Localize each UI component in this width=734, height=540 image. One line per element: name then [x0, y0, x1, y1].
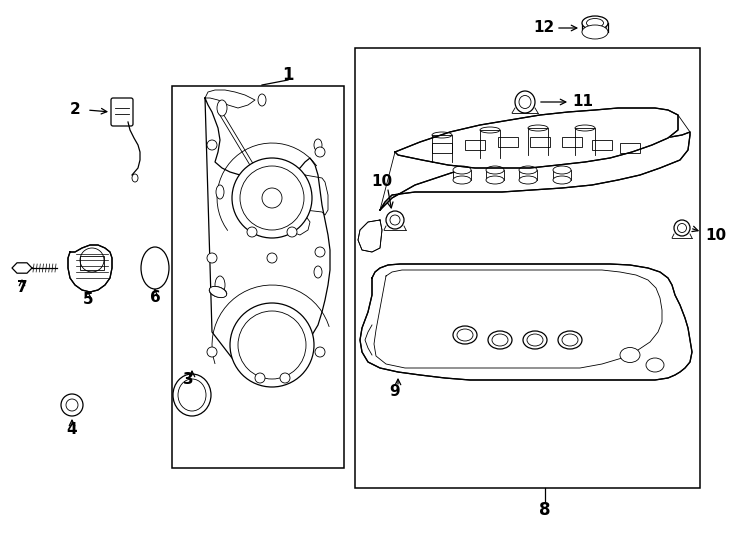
Ellipse shape: [582, 25, 608, 39]
Ellipse shape: [562, 334, 578, 346]
Text: 12: 12: [534, 21, 555, 36]
Ellipse shape: [488, 331, 512, 349]
Circle shape: [207, 347, 217, 357]
Text: 4: 4: [67, 422, 77, 437]
Polygon shape: [380, 132, 690, 210]
Ellipse shape: [386, 211, 404, 229]
Bar: [530, 137, 550, 147]
Ellipse shape: [178, 379, 206, 411]
Ellipse shape: [453, 166, 471, 174]
Bar: [355, 48, 700, 488]
Circle shape: [240, 166, 304, 230]
Ellipse shape: [527, 334, 543, 346]
Circle shape: [315, 147, 325, 157]
Ellipse shape: [519, 166, 537, 174]
Ellipse shape: [677, 224, 686, 233]
Ellipse shape: [586, 18, 603, 28]
Circle shape: [280, 373, 290, 383]
Circle shape: [238, 311, 306, 379]
Bar: [432, 143, 452, 153]
Ellipse shape: [209, 286, 227, 298]
Ellipse shape: [314, 139, 322, 151]
Ellipse shape: [209, 287, 227, 298]
Text: 9: 9: [390, 384, 400, 400]
Ellipse shape: [553, 166, 571, 174]
Polygon shape: [12, 263, 32, 273]
Ellipse shape: [523, 331, 547, 349]
Ellipse shape: [215, 276, 225, 294]
Ellipse shape: [457, 329, 473, 341]
Ellipse shape: [453, 326, 477, 344]
Text: 10: 10: [371, 174, 393, 190]
Ellipse shape: [480, 127, 500, 133]
Text: 11: 11: [572, 94, 593, 110]
Ellipse shape: [432, 132, 452, 138]
Bar: [592, 140, 612, 150]
Ellipse shape: [314, 266, 322, 278]
Circle shape: [230, 303, 314, 387]
Text: 2: 2: [70, 103, 81, 118]
Ellipse shape: [519, 96, 531, 109]
Ellipse shape: [216, 185, 224, 199]
Circle shape: [255, 373, 265, 383]
Circle shape: [80, 248, 104, 272]
Ellipse shape: [66, 399, 78, 411]
Circle shape: [207, 140, 217, 150]
Ellipse shape: [486, 176, 504, 184]
Ellipse shape: [390, 215, 400, 225]
Bar: [498, 137, 518, 147]
Ellipse shape: [553, 176, 571, 184]
Ellipse shape: [132, 174, 138, 182]
Polygon shape: [360, 264, 692, 380]
Ellipse shape: [620, 348, 640, 362]
Ellipse shape: [646, 358, 664, 372]
Ellipse shape: [141, 247, 169, 289]
Ellipse shape: [528, 125, 548, 131]
Text: 7: 7: [17, 280, 27, 295]
Bar: [465, 140, 485, 150]
Circle shape: [267, 253, 277, 263]
Circle shape: [315, 247, 325, 257]
Text: 1: 1: [283, 66, 294, 84]
Ellipse shape: [492, 334, 508, 346]
Ellipse shape: [258, 94, 266, 106]
Polygon shape: [68, 245, 112, 292]
FancyBboxPatch shape: [111, 98, 133, 126]
Ellipse shape: [173, 374, 211, 416]
Text: 3: 3: [183, 373, 193, 388]
Circle shape: [262, 188, 282, 208]
Ellipse shape: [674, 220, 690, 236]
Polygon shape: [395, 108, 678, 168]
Ellipse shape: [519, 176, 537, 184]
Text: 10: 10: [705, 227, 726, 242]
Ellipse shape: [558, 331, 582, 349]
Text: 5: 5: [83, 293, 93, 307]
Bar: [172, 86, 344, 468]
Circle shape: [287, 227, 297, 237]
Bar: [620, 143, 640, 153]
Polygon shape: [358, 220, 382, 252]
Circle shape: [315, 347, 325, 357]
Bar: [80, 256, 104, 270]
Ellipse shape: [486, 166, 504, 174]
Text: 6: 6: [150, 291, 160, 306]
Ellipse shape: [217, 100, 227, 116]
Ellipse shape: [575, 125, 595, 131]
Circle shape: [207, 253, 217, 263]
Text: 8: 8: [539, 501, 550, 519]
Ellipse shape: [61, 394, 83, 416]
Bar: [562, 137, 582, 147]
Ellipse shape: [582, 16, 608, 30]
Circle shape: [232, 158, 312, 238]
Ellipse shape: [453, 176, 471, 184]
Circle shape: [247, 227, 257, 237]
Ellipse shape: [515, 91, 535, 113]
